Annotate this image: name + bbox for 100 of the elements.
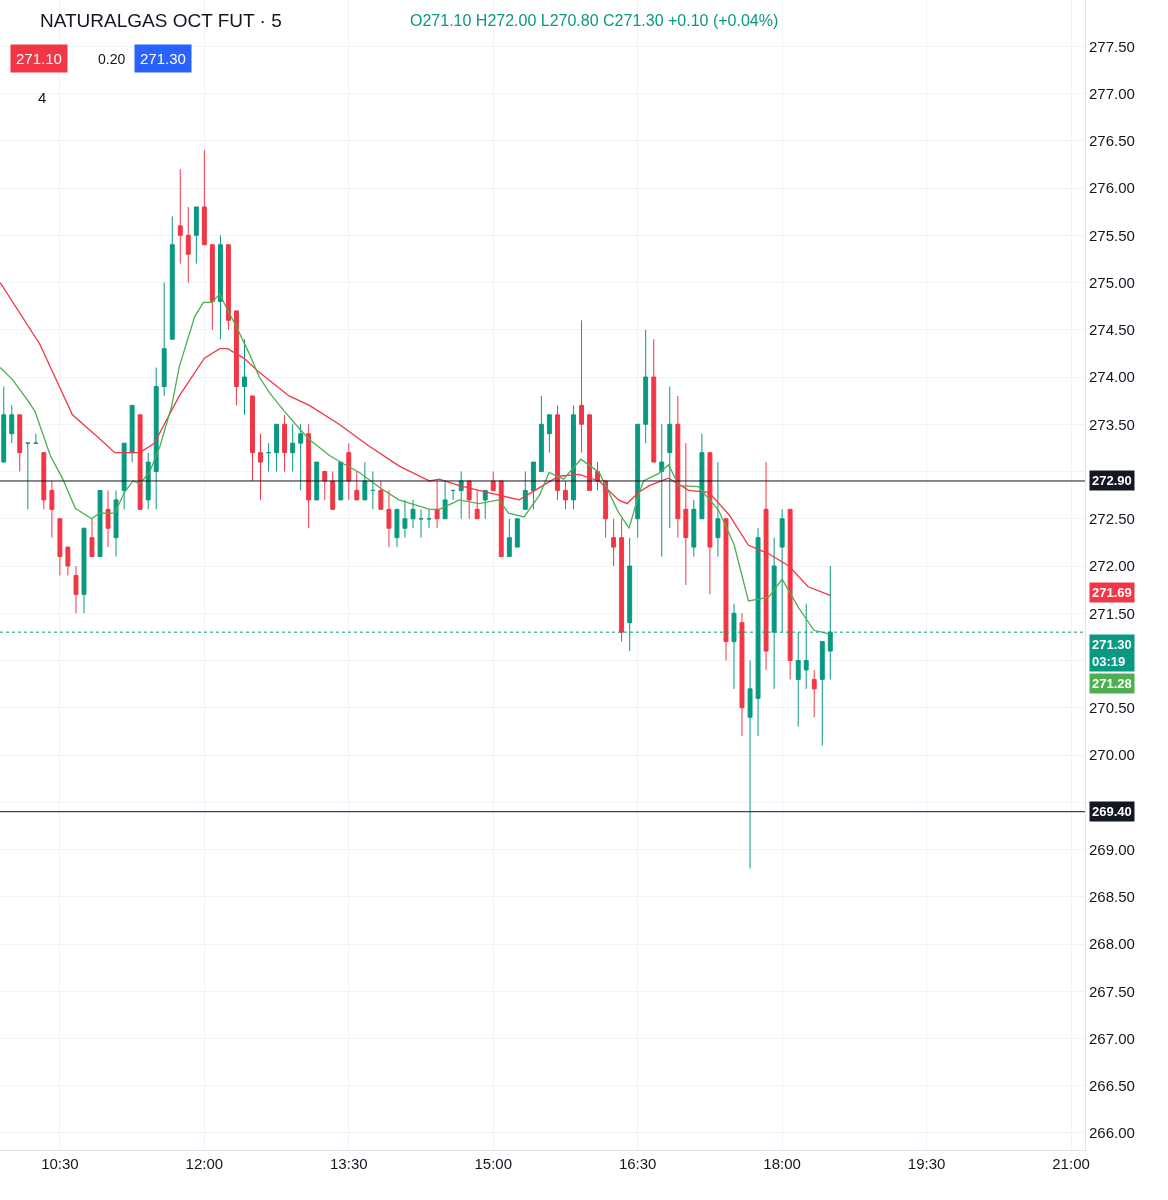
candlestick	[290, 423, 296, 473]
candlestick	[266, 442, 272, 473]
candlestick	[322, 471, 328, 501]
candlestick	[370, 471, 376, 510]
y-tick-label: 269.00	[1089, 840, 1135, 858]
candlestick	[9, 404, 15, 444]
annotation: 4	[38, 89, 47, 106]
candlestick	[274, 423, 280, 473]
candlestick	[137, 414, 143, 510]
text: 271.28	[1092, 676, 1132, 691]
candlestick	[129, 404, 135, 463]
annotation: 0.20	[98, 51, 126, 67]
candlestick	[330, 471, 336, 510]
annotation: 271.10	[16, 50, 62, 67]
y-tick-label: 276.50	[1089, 132, 1135, 150]
y-tick-label: 273.50	[1089, 415, 1135, 433]
candlestick	[466, 480, 472, 520]
candlestick	[258, 433, 263, 501]
candlestick	[723, 518, 729, 662]
y-tick-label: 268.50	[1089, 888, 1135, 905]
y-tick-label: 275.50	[1089, 226, 1135, 244]
candlestick	[442, 480, 448, 520]
candlestick	[362, 461, 368, 501]
candlestick	[1, 385, 7, 463]
candlestick	[145, 452, 151, 510]
candlestick	[33, 433, 39, 444]
x-tick-label: 16:30	[618, 1155, 657, 1172]
x-tick-label: 21:00	[1052, 1155, 1090, 1172]
candlestick	[811, 669, 817, 718]
candlestick	[699, 433, 705, 520]
candlestick	[434, 480, 440, 529]
candlestick	[603, 480, 609, 539]
x-tick-label: 10:30	[41, 1155, 79, 1172]
candlestick	[169, 215, 175, 340]
y-tick-label: 271.50	[1089, 604, 1135, 622]
candlestick	[49, 480, 55, 539]
candlestick	[282, 414, 288, 473]
x-tick-label: 19:30	[907, 1155, 946, 1172]
candlestick	[643, 329, 649, 444]
ref-line-label: 271.30 03:19	[1092, 637, 1132, 669]
candlestick	[25, 442, 31, 510]
candlestick	[185, 206, 191, 284]
candlestick	[73, 565, 79, 614]
candlestick	[490, 471, 496, 491]
candlestick	[298, 423, 304, 491]
candlestick	[65, 546, 71, 576]
candlestick	[506, 518, 512, 558]
candlestick	[739, 612, 745, 737]
candlestick	[89, 518, 95, 558]
y-tick-label: 267.00	[1089, 1029, 1135, 1047]
x-tick-label: 12:00	[185, 1155, 224, 1172]
candlestick	[651, 338, 657, 463]
y-tick-label: 272.00	[1089, 557, 1135, 575]
candlestick	[225, 244, 231, 331]
candlestick	[683, 442, 689, 586]
candlestick	[450, 489, 456, 501]
x-tick-label: 18:00	[763, 1155, 801, 1172]
candlestick	[563, 480, 568, 510]
candlestick	[201, 149, 207, 246]
candlestick	[546, 414, 552, 454]
candlestick	[250, 395, 255, 482]
candlestick	[378, 480, 384, 510]
y-tick-label: 274.00	[1089, 368, 1135, 386]
candlestick	[233, 310, 239, 406]
candlestick	[691, 499, 697, 558]
y-tick-label: 277.00	[1089, 84, 1135, 102]
candlestick	[587, 414, 592, 491]
candlestick	[81, 527, 87, 614]
candlestick	[538, 395, 544, 473]
ref-line-label: 269.40	[1092, 804, 1132, 819]
candlestick	[659, 423, 665, 558]
candlestick	[555, 404, 560, 501]
candlestick	[530, 461, 536, 510]
candlestick	[522, 471, 528, 510]
text: 271.69	[1092, 585, 1132, 600]
candlestick	[354, 471, 360, 501]
candlestick	[635, 423, 641, 539]
candlestick	[105, 489, 111, 548]
candlestick	[819, 641, 825, 747]
candlestick	[571, 404, 576, 510]
y-tick-label: 268.00	[1089, 935, 1135, 953]
candlestick	[193, 206, 199, 265]
candlestick	[579, 319, 585, 454]
y-tick-label: 267.50	[1089, 982, 1135, 1000]
candlestick	[402, 499, 408, 539]
y-tick-label: 275.00	[1089, 273, 1135, 291]
candlestick	[482, 489, 488, 520]
candlestick	[346, 442, 352, 501]
candlestick	[474, 489, 480, 520]
candlestick	[715, 461, 721, 558]
candlestick	[498, 480, 504, 558]
candlestick	[153, 367, 159, 510]
y-tick-label: 276.00	[1089, 179, 1135, 197]
y-tick-label: 270.50	[1089, 699, 1135, 717]
y-tick-label: 277.50	[1089, 37, 1135, 55]
y-tick-label: 270.00	[1089, 746, 1135, 764]
candlestick	[97, 489, 103, 558]
candlestick	[17, 414, 23, 473]
candlestick	[747, 660, 753, 869]
candlestick	[306, 423, 312, 529]
